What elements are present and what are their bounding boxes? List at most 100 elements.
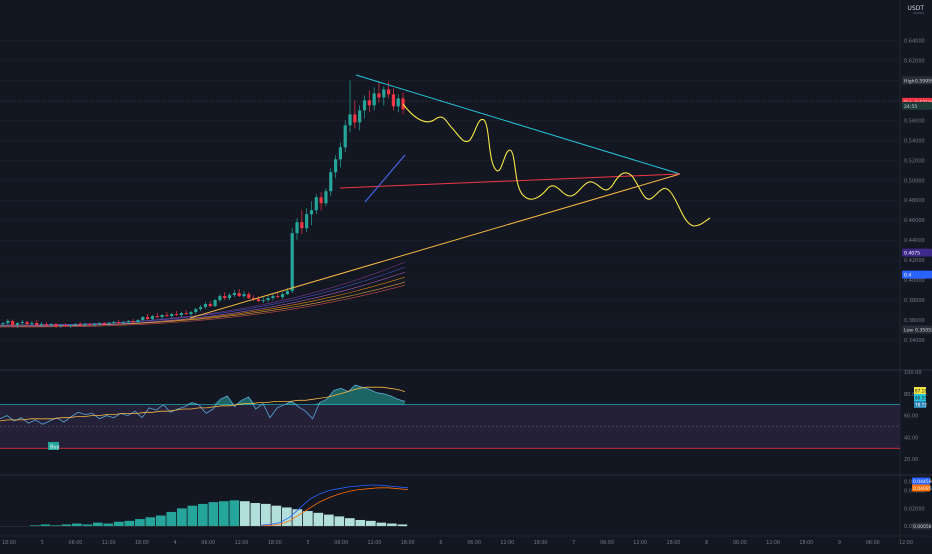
rsi-value-label: 87.18 — [915, 389, 927, 394]
candle-body — [280, 294, 285, 298]
candle-body — [179, 313, 183, 316]
macd-histogram-bar — [387, 523, 397, 527]
price-tick-label: 0.44000 — [904, 238, 925, 244]
macd-histogram-bar — [30, 525, 40, 527]
candle-body — [256, 299, 261, 302]
candle-body — [333, 159, 338, 173]
candle-body — [174, 314, 179, 316]
macd-value-box — [912, 522, 930, 530]
candle-body — [208, 304, 212, 307]
candle-body — [372, 93, 376, 106]
time-tick-label: 8 — [705, 540, 708, 546]
price-label-value: 0.4075 — [904, 251, 920, 257]
price-label-value: 0.35052 — [915, 328, 932, 334]
price-tick-label: 0.36000 — [904, 318, 925, 324]
price-tick-label: 0.52000 — [904, 158, 925, 164]
candle-body — [49, 324, 53, 326]
candle-body — [102, 323, 106, 325]
time-tick-label: 18:00 — [135, 540, 149, 546]
price-label-name: High — [904, 78, 915, 84]
candle-body — [329, 172, 333, 192]
moving-average-line — [0, 266, 406, 326]
candle-body — [83, 324, 87, 326]
macd-histogram-bar — [250, 503, 261, 527]
candle-body — [30, 323, 34, 325]
price-tick-label: 0.38000 — [904, 298, 925, 304]
price-tick-label: 0.40000 — [904, 278, 925, 284]
time-tick-label: 18:00 — [401, 540, 415, 546]
time-tick-label: 12:00 — [368, 540, 382, 546]
rsi-overbought-fill — [0, 385, 405, 405]
candle-body — [78, 324, 82, 326]
candle-body — [382, 89, 386, 98]
time-tick-label: 18:00 — [534, 540, 548, 546]
candle-body — [348, 114, 352, 126]
time-tick-label: 12:00 — [235, 540, 249, 546]
candle-body — [117, 322, 121, 324]
macd-signal-line — [259, 487, 409, 527]
time-tick-label: 18:00 — [2, 540, 16, 546]
time-tick-label: 5 — [306, 540, 309, 546]
macd-tick-label: 0.02000 — [904, 506, 925, 512]
candle-body — [227, 295, 232, 299]
price-tick-label: 0.48000 — [904, 198, 925, 204]
candle-body — [64, 325, 68, 327]
time-tick-label: 18:00 — [799, 540, 813, 546]
macd-value-box — [912, 484, 930, 492]
candle-body — [213, 300, 217, 307]
candle-body — [44, 324, 48, 326]
candle-body — [314, 197, 318, 211]
macd-histogram-bar — [271, 505, 282, 527]
rsi-value-label: 78.72 — [915, 403, 927, 408]
trendline-tiny-blue — [364, 154, 406, 203]
candle-body — [20, 322, 24, 324]
candle-body — [319, 197, 323, 204]
candle-body — [199, 307, 203, 310]
candle-body — [343, 125, 347, 148]
time-tick-label: 06:00 — [201, 540, 215, 546]
time-tick-label: 18:00 — [268, 540, 282, 546]
candle-body — [39, 324, 44, 326]
moving-average-line — [0, 284, 406, 328]
candle-body — [203, 304, 208, 308]
price-tick-label: 0.64000 — [904, 38, 925, 44]
macd-value-box — [912, 477, 930, 485]
candle-body — [266, 298, 270, 301]
time-tick-label: 06:00 — [467, 540, 481, 546]
trendline-descending-resistance — [355, 74, 681, 175]
macd-histogram-bar — [40, 524, 51, 527]
projected-price-path — [402, 103, 711, 227]
macd-histogram-bar — [103, 523, 114, 527]
macd-histogram-bar — [198, 503, 208, 527]
macd-histogram-bar — [61, 524, 72, 527]
currency-label: USDT — [908, 5, 925, 12]
macd-histogram-bar — [187, 505, 198, 527]
macd-histogram-bar — [334, 516, 345, 527]
candle-body — [184, 313, 188, 315]
macd-histogram-bar — [135, 519, 145, 527]
candle-body — [68, 325, 73, 327]
time-tick-label: 06:00 — [600, 540, 614, 546]
candle-body — [165, 315, 169, 317]
rsi-value-label: 80.55 — [915, 396, 927, 401]
buy-signal-label: Buy — [50, 445, 60, 451]
macd-histogram-bar — [72, 523, 82, 527]
candle-body — [194, 309, 198, 313]
candle-body — [305, 214, 309, 229]
rsi-ma-line — [0, 386, 406, 422]
rsi-tick-label: 60.00 — [904, 414, 918, 420]
candle-body — [242, 294, 246, 297]
macd-histogram-bar — [366, 520, 376, 527]
candle-body — [396, 98, 400, 107]
candle-body — [97, 323, 101, 325]
macd-histogram-bar — [82, 524, 93, 527]
candle-body — [35, 323, 39, 326]
rsi-tick-label: 40.00 — [904, 435, 918, 441]
macd-histogram-bar — [93, 522, 103, 527]
rsi-value-box — [914, 394, 926, 401]
macd-histogram-bar — [282, 507, 292, 527]
macd-value-label: 0.04459 — [913, 479, 932, 485]
candle-body — [92, 324, 97, 326]
